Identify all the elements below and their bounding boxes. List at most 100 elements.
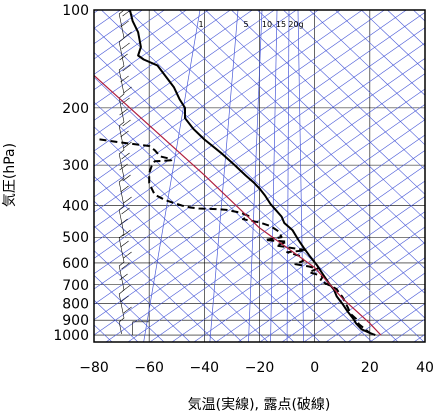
isotherm-line (94, 10, 187, 75)
isotherm-line (171, 165, 425, 342)
mixing-ratio-labels: 1 5 10 15 20g (198, 20, 303, 29)
mixing-ratio-line (297, 10, 304, 342)
wind-barb (119, 53, 128, 61)
isotherm-line (259, 226, 425, 342)
isotherm-line (94, 10, 407, 229)
dry-adiabat-line (94, 250, 191, 342)
dry-adiabat-line (94, 151, 295, 342)
mixing-ratio-line (143, 10, 201, 342)
wind-barb (121, 262, 130, 270)
isotherm-line (94, 57, 425, 290)
y-tick-label: 400 (62, 199, 89, 215)
wind-barb (123, 196, 132, 204)
wind-barb (122, 229, 131, 237)
dry-adiabat-line (101, 10, 425, 319)
y-tick-label: 500 (62, 230, 89, 246)
dry-adiabat-line (257, 10, 425, 171)
dry-adiabat-line (283, 10, 425, 146)
wind-barb (122, 64, 131, 72)
y-tick-label: 100 (62, 3, 89, 19)
dry-adiabat-line (94, 27, 425, 342)
wind-barb (121, 42, 130, 50)
isotherm-line (94, 10, 209, 91)
dewpoint-line (99, 138, 376, 337)
wind-staff (118, 10, 125, 335)
dry-adiabat-line (179, 10, 425, 245)
dry-adiabat-line (387, 10, 425, 47)
isotherm-line (215, 195, 425, 342)
sounding-series (94, 10, 382, 337)
wind-barb (119, 108, 128, 116)
isotherm-line (94, 88, 425, 321)
x-tick-label: −40 (190, 360, 220, 376)
mixing-ratio-label: 10 (262, 20, 272, 29)
x-axis-title: 気温(実線), 露点(破線) (188, 397, 331, 412)
dry-adiabat-line (94, 225, 217, 342)
isotherm-line (105, 119, 425, 342)
isotherm-line (94, 10, 275, 137)
x-tick-label: −20 (245, 360, 275, 376)
isotherm-line (94, 10, 231, 106)
isotherm-line (94, 73, 425, 305)
wind-barb (119, 273, 128, 281)
x-tick-label: 40 (416, 360, 434, 376)
mixing-ratio-lines (143, 10, 304, 342)
skewed-isotherms (94, 10, 425, 342)
wind-barb (123, 306, 132, 314)
isotherm-line (94, 42, 425, 275)
parcel-line (94, 75, 382, 336)
dry-adiabat-line (94, 175, 269, 342)
isotherm-line (94, 10, 385, 213)
x-tick-label: 0 (310, 360, 319, 376)
wind-barb (120, 240, 129, 248)
isotherm-line (94, 10, 341, 183)
mixing-ratio-line (248, 10, 263, 342)
x-tick-labels: −80 −60 −40 −20 0 20 40 (79, 360, 434, 376)
mixing-ratio-line (209, 10, 239, 342)
isotherm-line (237, 211, 425, 342)
isotherm-line (94, 10, 253, 121)
y-tick-label: 800 (62, 297, 89, 313)
dry-adiabat-line (94, 126, 321, 342)
isotherm-line (303, 257, 425, 342)
wind-barb (119, 163, 128, 171)
wind-barb (122, 174, 131, 182)
dry-adiabat-line (153, 10, 425, 270)
dry-adiabat-line (127, 10, 425, 294)
dry-adiabat-line (309, 10, 425, 121)
isotherm-line (193, 180, 425, 342)
wind-barb (121, 152, 130, 160)
isotherm-line (94, 11, 425, 244)
wind-barb (121, 207, 130, 215)
dry-adiabat-line (335, 10, 425, 96)
wind-barb (123, 251, 132, 259)
y-tick-label: 700 (62, 278, 89, 294)
wind-barb (121, 97, 130, 105)
dry-adiabat-line (205, 10, 425, 220)
isotherm-line (94, 27, 425, 259)
isotherm-line (127, 134, 425, 342)
wind-barb (120, 75, 129, 83)
plot-frame (93, 9, 426, 343)
wind-barb (122, 284, 131, 292)
wind-barb (119, 218, 128, 226)
mixing-ratio-line (286, 10, 290, 342)
isotherm-line (94, 10, 319, 167)
mixing-ratio-label: 1 (198, 20, 203, 29)
isotherm-line (94, 10, 363, 198)
isotherm-line (281, 241, 425, 342)
x-tick-label: 20 (361, 360, 379, 376)
dry-adiabat-line (231, 10, 425, 195)
dry-adiabat-line (94, 200, 243, 342)
dry-adiabat-line (94, 76, 373, 342)
mixing-ratio-label: 15 (276, 20, 286, 29)
isotherm-line (325, 272, 425, 342)
wind-barb (123, 31, 132, 39)
y-tick-label: 900 (62, 313, 89, 329)
wind-barb (120, 185, 129, 193)
wind-barb (123, 86, 132, 94)
temperature-line (128, 10, 376, 337)
wind-barb (122, 119, 131, 127)
